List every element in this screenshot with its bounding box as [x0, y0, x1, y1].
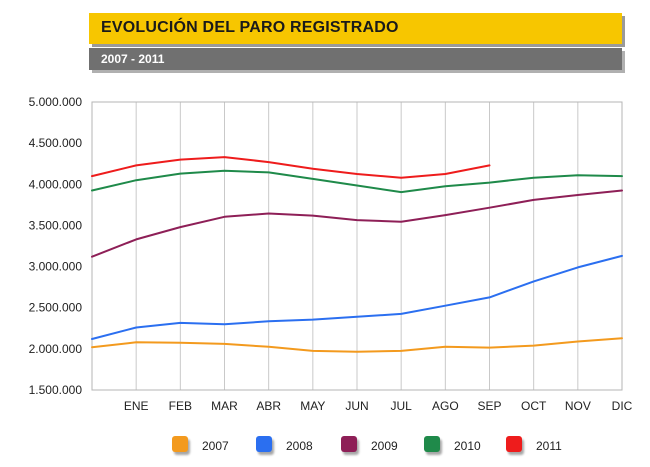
y-tick-label: 3.000.000: [29, 260, 83, 274]
legend-swatch: [256, 436, 272, 452]
x-tick-label: JUN: [345, 399, 368, 413]
chart-subtitle: 2007 - 2011: [101, 52, 165, 66]
legend-label: 2011: [536, 439, 562, 453]
chart-title: EVOLUCIÓN DEL PARO REGISTRADO: [101, 19, 399, 36]
y-tick-label: 2.500.000: [29, 301, 83, 315]
plot-area-frame: [91, 101, 623, 391]
y-tick-label: 2.000.000: [29, 342, 83, 356]
chart-title-bar: EVOLUCIÓN DEL PARO REGISTRADO: [89, 13, 622, 44]
legend-label: 2008: [286, 439, 313, 453]
y-tick-label: 4.000.000: [29, 177, 83, 191]
x-tick-label: MAY: [300, 399, 325, 413]
legend-swatch: [424, 436, 440, 452]
x-tick-label: MAR: [211, 399, 238, 413]
x-tick-label: ABR: [256, 399, 281, 413]
x-tick-label: DIC: [612, 399, 633, 413]
y-tick-label: 3.500.000: [29, 218, 83, 232]
legend-label: 2009: [371, 439, 398, 453]
legend-label: 2007: [202, 439, 229, 453]
x-tick-label: OCT: [521, 399, 547, 413]
series-line-2007: [91, 337, 623, 353]
series-line-2008: [91, 254, 623, 340]
x-tick-label: ENE: [124, 399, 149, 413]
legend-swatch: [341, 436, 357, 452]
x-tick-label: NOV: [565, 399, 591, 413]
y-tick-label: 1.500.000: [29, 383, 83, 397]
legend-swatch: [172, 436, 188, 452]
x-tick-label: AGO: [432, 399, 459, 413]
y-tick-label: 4.500.000: [29, 136, 83, 150]
x-tick-label: FEB: [169, 399, 192, 413]
y-tick-label: 5.000.000: [29, 95, 83, 109]
legend-label: 2010: [454, 439, 481, 453]
legend-swatch: [506, 436, 522, 452]
x-tick-label: JUL: [390, 399, 412, 413]
series-line-2010: [91, 169, 623, 194]
x-tick-label: SEP: [477, 399, 501, 413]
chart-subtitle-bar: 2007 - 2011: [89, 48, 622, 70]
series-line-2011: [91, 156, 491, 179]
series-line-2009: [91, 189, 623, 258]
